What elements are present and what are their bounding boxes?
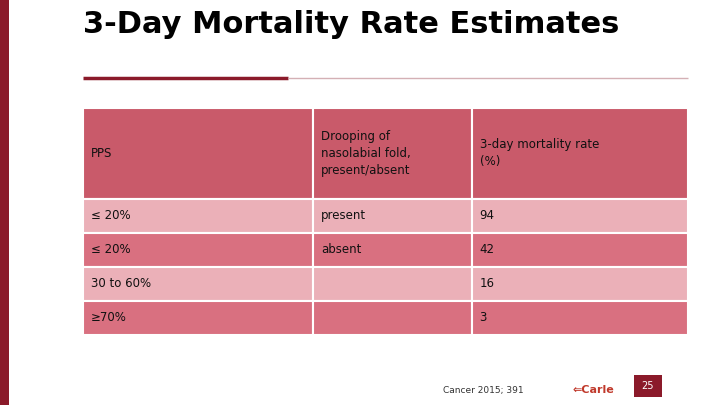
Bar <box>313 199 472 233</box>
Bar <box>83 199 313 233</box>
Bar <box>313 233 472 267</box>
Bar <box>83 267 313 301</box>
Text: absent: absent <box>321 243 361 256</box>
Text: 3: 3 <box>480 311 487 324</box>
Text: ≤ 20%: ≤ 20% <box>91 209 130 222</box>
Bar <box>0 0 9 405</box>
Bar <box>472 301 688 335</box>
Text: ≥70%: ≥70% <box>91 311 127 324</box>
Bar <box>472 233 688 267</box>
Text: present: present <box>321 209 366 222</box>
Bar <box>83 108 313 199</box>
Text: Drooping of
nasolabial fold,
present/absent: Drooping of nasolabial fold, present/abs… <box>321 130 411 177</box>
Bar <box>634 375 662 397</box>
Text: 25: 25 <box>642 381 654 391</box>
Text: 42: 42 <box>480 243 495 256</box>
Text: ⇐Carle: ⇐Carle <box>572 385 614 395</box>
Text: PPS: PPS <box>91 147 112 160</box>
Text: 30 to 60%: 30 to 60% <box>91 277 151 290</box>
Bar <box>83 233 313 267</box>
Bar <box>313 108 472 199</box>
Text: ≤ 20%: ≤ 20% <box>91 243 130 256</box>
Bar <box>313 267 472 301</box>
Text: 3-Day Mortality Rate Estimates: 3-Day Mortality Rate Estimates <box>83 10 619 39</box>
Bar <box>313 301 472 335</box>
Bar <box>472 267 688 301</box>
Bar <box>83 301 313 335</box>
Text: 16: 16 <box>480 277 495 290</box>
Text: 94: 94 <box>480 209 495 222</box>
Bar <box>472 108 688 199</box>
Text: Cancer 2015; 391: Cancer 2015; 391 <box>443 386 523 395</box>
Bar <box>472 199 688 233</box>
Text: 3-day mortality rate
(%): 3-day mortality rate (%) <box>480 139 599 168</box>
